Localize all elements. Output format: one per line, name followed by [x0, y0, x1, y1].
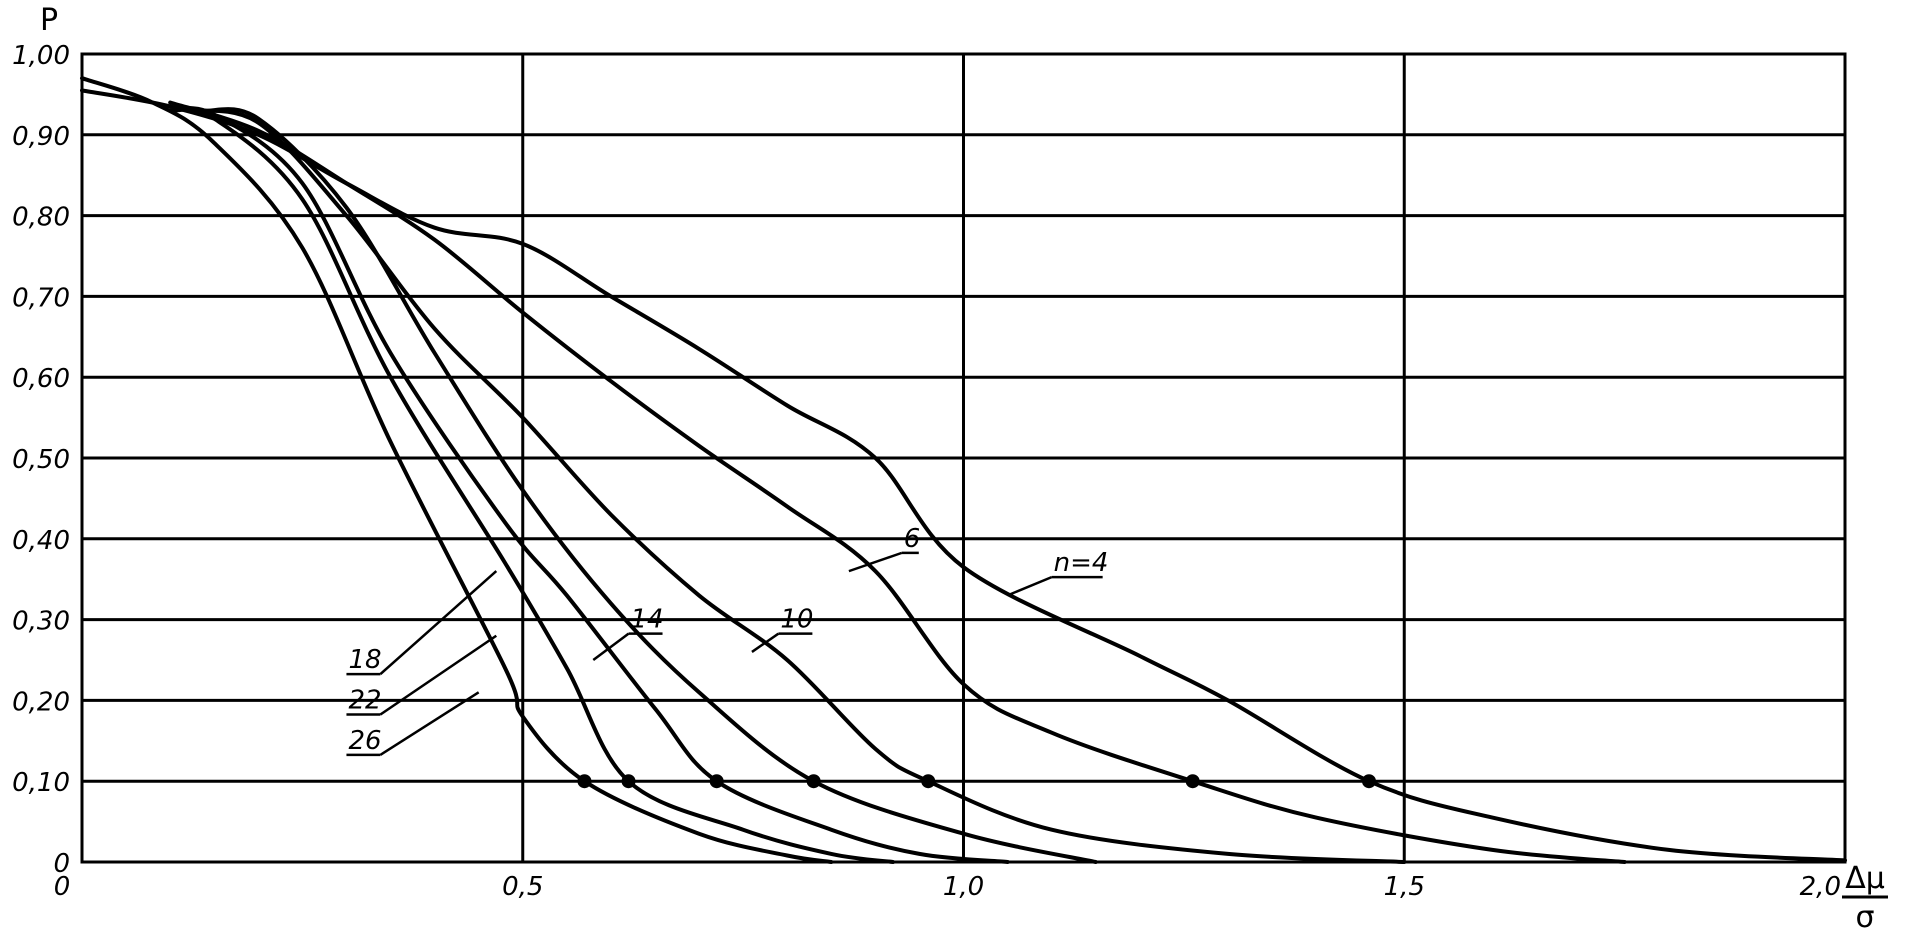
label-leader-3	[592, 632, 630, 662]
x-tick-label: 2,0	[1800, 872, 1841, 902]
series-marker-4	[709, 774, 724, 789]
x-tick-label: 0	[54, 872, 71, 902]
x-axis-label-numerator: Δμ	[1845, 861, 1885, 896]
markers	[577, 774, 1376, 789]
plot-frame	[80, 52, 1847, 864]
x-tick-label: 1,5	[1384, 872, 1425, 902]
label-leader-0	[1007, 575, 1053, 597]
curves	[80, 76, 1847, 864]
y-tick-label: 0,50	[12, 445, 70, 475]
y-axis-label: P	[40, 3, 58, 38]
x-axis-label: Δμ σ	[1842, 861, 1888, 935]
x-tick-label: 0,5	[502, 872, 543, 902]
series-line-5	[168, 107, 895, 864]
series-line-2	[185, 108, 1407, 864]
curve-label: 6	[904, 524, 921, 554]
series-marker-0	[1361, 774, 1376, 789]
label-leader-1	[848, 551, 903, 573]
series-line-4	[168, 106, 1010, 864]
y-tick-label: 1,00	[12, 41, 70, 71]
y-tick-label: 0,10	[12, 768, 70, 798]
x-axis-label-denominator: σ	[1855, 900, 1874, 935]
curve-label: 10	[780, 605, 813, 635]
grid	[80, 52, 1847, 864]
series-marker-3	[806, 774, 821, 789]
series-marker-6	[577, 774, 592, 789]
series-marker-5	[621, 774, 636, 789]
curve-label: 26	[348, 726, 381, 756]
label-leader-6	[379, 691, 480, 756]
curve-label: 14	[631, 605, 664, 635]
y-tick-label: 0,60	[12, 364, 70, 394]
label-leader-4	[379, 570, 498, 676]
y-tick-label: 0,70	[12, 283, 70, 313]
series-marker-2	[921, 774, 936, 789]
y-tick-label: 0,30	[12, 607, 70, 637]
series-line-6	[80, 76, 834, 864]
series-line-1	[168, 100, 1627, 864]
label-leader-2	[751, 632, 780, 653]
series-marker-1	[1185, 774, 1200, 789]
y-tick-label: 0,80	[12, 203, 70, 233]
x-tick-label: 1,0	[943, 872, 984, 902]
y-tick-label: 0,40	[12, 526, 70, 556]
tick-labels: 00,100,200,300,400,500,600,700,800,901,0…	[12, 41, 1841, 902]
curve-label: 18	[348, 645, 381, 675]
y-tick-label: 0	[53, 849, 70, 879]
series-line-3	[203, 107, 1098, 864]
y-tick-label: 0,20	[12, 687, 70, 717]
y-tick-label: 0,90	[12, 122, 70, 152]
curve-labels: n=4 6 10 14 18 22 26	[346, 524, 1109, 757]
curve-label: n=4	[1054, 548, 1109, 578]
curve-label: 22	[348, 685, 381, 715]
label-leader-5	[379, 634, 498, 716]
